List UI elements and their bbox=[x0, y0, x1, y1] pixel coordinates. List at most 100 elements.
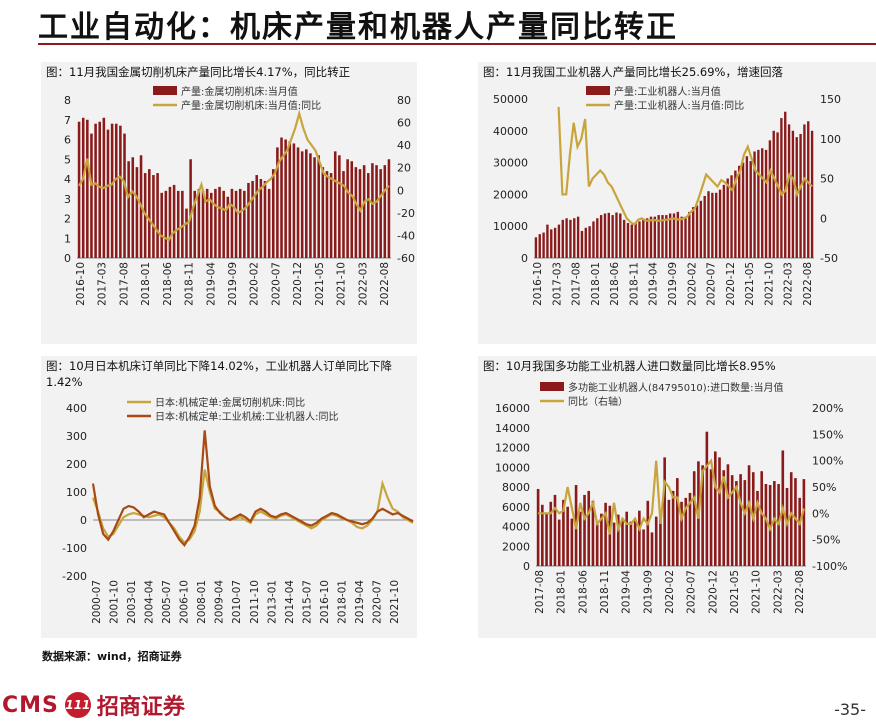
bar bbox=[604, 502, 607, 566]
bar bbox=[325, 171, 329, 258]
bar bbox=[722, 184, 726, 258]
bar bbox=[595, 522, 599, 566]
y-right-tick-label: -50 bbox=[820, 252, 838, 265]
bar bbox=[362, 165, 366, 258]
series-line bbox=[557, 106, 813, 227]
y-left-tick-label: 1 bbox=[64, 232, 71, 245]
bar bbox=[688, 211, 691, 258]
bar bbox=[776, 132, 779, 258]
bar bbox=[642, 529, 645, 566]
x-tick-label: 2017-08 bbox=[118, 262, 130, 306]
y-right-tick-label: 100 bbox=[820, 133, 841, 146]
y-left-tick-label: 6000 bbox=[502, 501, 530, 514]
bar bbox=[649, 216, 653, 258]
bar bbox=[785, 487, 789, 566]
bar bbox=[760, 471, 764, 566]
bar bbox=[238, 188, 242, 258]
bar bbox=[160, 192, 163, 258]
bar bbox=[802, 479, 806, 566]
y-right-tick-label: 50 bbox=[820, 173, 834, 186]
x-tick-label: 2001-10 bbox=[109, 580, 121, 624]
bar bbox=[119, 125, 122, 258]
legend-swatch bbox=[586, 86, 610, 95]
bar bbox=[726, 464, 730, 566]
bar bbox=[234, 190, 238, 258]
bar bbox=[247, 182, 250, 258]
bar bbox=[612, 522, 616, 566]
x-tick-label: 2020-02 bbox=[664, 570, 676, 614]
bar bbox=[263, 180, 267, 258]
x-tick-label: 2016-10 bbox=[319, 580, 331, 624]
bar bbox=[795, 137, 798, 258]
x-tick-label: 2017-08 bbox=[534, 570, 546, 614]
y-left-tick-label: 0 bbox=[64, 252, 71, 265]
bar bbox=[534, 237, 538, 258]
x-tick-label: 2013-01 bbox=[266, 580, 278, 624]
y-left-tick-label: 2000 bbox=[502, 540, 530, 553]
y-right-tick-label: 50% bbox=[812, 481, 836, 494]
chart-svg: -200 -100 0 100 200 300 400 2000-07 2001-10 2003-… bbox=[62, 396, 414, 624]
bar bbox=[123, 133, 126, 258]
x-tick-label: 2006-10 bbox=[179, 580, 191, 624]
bar bbox=[764, 149, 768, 258]
x-tick-label: 2021-05 bbox=[314, 262, 326, 306]
bar bbox=[615, 212, 618, 258]
chart-title: 图：10月我国多功能工业机器人进口数量同比增长8.95% bbox=[483, 359, 776, 373]
y-tick-label: 400 bbox=[66, 402, 87, 415]
bar bbox=[749, 161, 752, 258]
y-right-tick-label: 150 bbox=[820, 93, 841, 106]
bar bbox=[222, 190, 225, 258]
y-left-tick-label: 8 bbox=[64, 94, 71, 107]
x-tick-label: 2020-07 bbox=[706, 262, 718, 306]
x-tick-label: 2010-07 bbox=[231, 580, 243, 624]
y-left-tick-label: 50000 bbox=[493, 93, 528, 106]
x-tick-label: 2020-12 bbox=[725, 262, 737, 306]
logo-text: CMS bbox=[2, 692, 59, 718]
bar bbox=[625, 511, 629, 566]
bar bbox=[768, 140, 772, 258]
bar bbox=[185, 208, 188, 258]
bar bbox=[259, 179, 263, 258]
bar bbox=[630, 224, 633, 258]
bar bbox=[172, 184, 176, 258]
y-right-tick-label: 150% bbox=[812, 428, 843, 441]
bar bbox=[181, 190, 184, 258]
bar bbox=[371, 163, 374, 258]
bar bbox=[280, 137, 283, 258]
chart-panel-machine-tool: 图：11月我国金属切削机床产量同比增长4.17%，同比转正 0 1 2 3 4 5 6 7 8 -… bbox=[41, 62, 417, 344]
y-left-tick-label: 10000 bbox=[493, 220, 528, 233]
bar bbox=[342, 171, 345, 258]
bar bbox=[789, 472, 793, 566]
chart-panel-industrial-robot: 图：11月我国工业机器人产量同比增长25.69%，增速回落 0 10000 2000… bbox=[478, 62, 876, 344]
bar bbox=[542, 232, 545, 258]
bar bbox=[741, 162, 745, 258]
bar bbox=[379, 169, 382, 258]
x-tick-label: 2021-05 bbox=[729, 570, 741, 614]
bar bbox=[676, 211, 680, 258]
x-tick-label: 2021-10 bbox=[763, 262, 775, 306]
y-right-tick-label: 60 bbox=[397, 117, 411, 130]
bar bbox=[536, 488, 540, 566]
bar bbox=[794, 478, 797, 566]
y-right-tick-label: 40 bbox=[397, 139, 411, 152]
bar bbox=[98, 121, 102, 258]
bar bbox=[607, 212, 610, 258]
bar bbox=[798, 497, 801, 566]
bar bbox=[810, 130, 814, 258]
bar bbox=[576, 216, 580, 258]
bar bbox=[230, 188, 234, 258]
bar bbox=[164, 190, 168, 258]
y-left-tick-label: 20000 bbox=[493, 188, 528, 201]
x-tick-label: 2020-12 bbox=[292, 262, 304, 306]
bar bbox=[305, 149, 308, 258]
bar bbox=[570, 518, 574, 566]
y-right-tick-label: 0 bbox=[820, 212, 827, 225]
x-tick-label: 2019-04 bbox=[648, 262, 660, 306]
y-left-tick-label: 4000 bbox=[502, 521, 530, 534]
bar bbox=[657, 215, 660, 258]
bar bbox=[562, 499, 565, 566]
x-tick-label: 2018-11 bbox=[184, 262, 196, 306]
bar bbox=[695, 205, 699, 258]
bar bbox=[787, 124, 791, 258]
bar bbox=[566, 506, 569, 566]
